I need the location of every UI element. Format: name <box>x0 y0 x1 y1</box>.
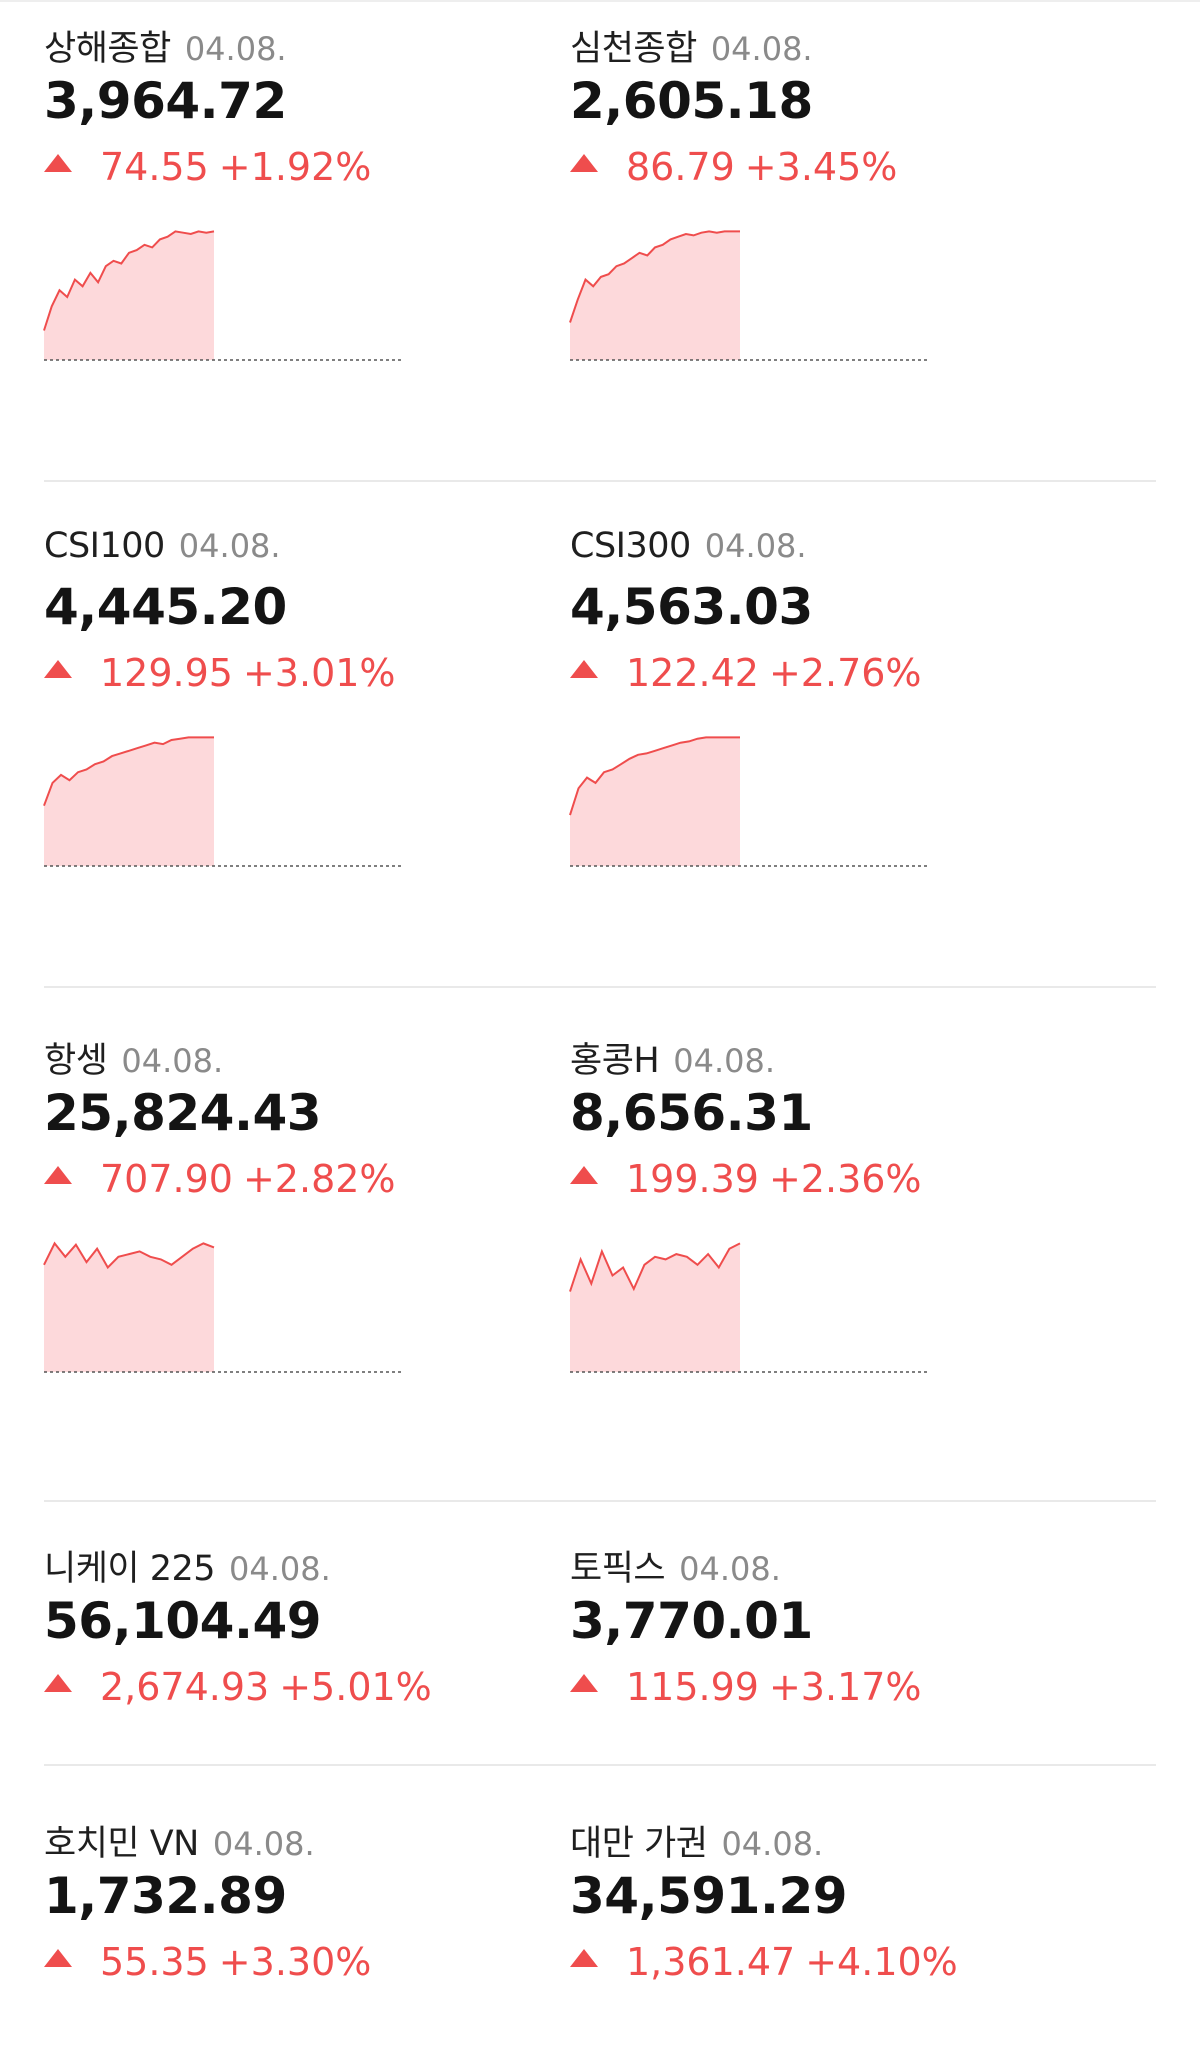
index-name: 대만 가권 <box>570 1824 708 1864</box>
sparkline-line <box>569 230 740 323</box>
sparkline-chart <box>569 1242 928 1373</box>
change-row: 115.99 +3.17% <box>570 1665 922 1709</box>
index-date: 04.08. <box>710 30 813 68</box>
change-percent: +2.82% <box>242 1157 396 1201</box>
index-date: 04.08. <box>704 527 807 565</box>
change-row: 2,674.93 +5.01% <box>44 1665 432 1709</box>
sparkline-chart <box>43 736 402 867</box>
sparkline-line <box>43 230 215 331</box>
index-value: 56,104.49 <box>44 1592 322 1650</box>
index-date: 04.08. <box>178 527 281 565</box>
up-arrow-icon <box>570 1949 598 1967</box>
index-value: 8,656.31 <box>570 1084 813 1142</box>
index-value: 2,605.18 <box>570 72 813 130</box>
index-name: 호치민 VN <box>44 1824 199 1864</box>
up-arrow-icon <box>570 660 598 678</box>
sparkline-line <box>569 736 740 816</box>
change-amount: 74.55 <box>100 145 209 189</box>
index-value: 1,732.89 <box>44 1867 287 1925</box>
sparkline-chart <box>569 736 928 867</box>
up-arrow-icon <box>570 1166 598 1184</box>
sparkline-line <box>43 736 214 807</box>
index-name: 심천종합 <box>570 29 697 69</box>
up-arrow-icon <box>44 1166 72 1184</box>
index-name: 토픽스 <box>570 1549 666 1589</box>
change-percent: +2.36% <box>768 1157 922 1201</box>
index-value: 3,964.72 <box>44 72 287 130</box>
sparkline-chart <box>43 230 402 361</box>
index-name: CSI300 <box>570 526 691 566</box>
up-arrow-icon <box>570 154 598 172</box>
index-date: 04.08. <box>679 1550 781 1588</box>
change-row: 74.55 +1.92% <box>44 145 371 189</box>
change-percent: +1.92% <box>218 145 372 189</box>
index-date: 04.08. <box>184 30 287 68</box>
index-value: 3,770.01 <box>570 1592 813 1650</box>
change-percent: +3.45% <box>744 145 898 189</box>
change-amount: 707.90 <box>100 1157 233 1201</box>
sparkline-area <box>570 737 740 866</box>
change-percent: +3.17% <box>768 1665 922 1709</box>
up-arrow-icon <box>570 1674 598 1692</box>
up-arrow-icon <box>44 154 72 172</box>
change-percent: +2.76% <box>768 651 922 695</box>
change-amount: 2,674.93 <box>100 1665 270 1709</box>
change-row: 707.90 +2.82% <box>44 1157 396 1201</box>
up-arrow-icon <box>44 660 72 678</box>
index-name: 항셍 <box>44 1041 108 1081</box>
index-date: 04.08. <box>673 1042 775 1080</box>
change-row: 1,361.47 +4.10% <box>570 1940 958 1984</box>
change-percent: +3.01% <box>242 651 396 695</box>
index-name: CSI100 <box>44 526 165 566</box>
change-percent: +5.01% <box>279 1665 432 1709</box>
row-divider <box>44 480 1156 482</box>
change-amount: 86.79 <box>626 145 735 189</box>
change-amount: 129.95 <box>100 651 233 695</box>
index-name: 니케이 225 <box>44 1549 216 1589</box>
change-amount: 115.99 <box>626 1665 759 1709</box>
index-value: 34,591.29 <box>570 1867 848 1925</box>
sparkline-area <box>570 231 740 360</box>
sparkline-line <box>43 1241 215 1270</box>
index-name: 상해종합 <box>44 29 171 69</box>
sparkline-area <box>44 1243 214 1372</box>
index-date: 04.08. <box>229 1550 331 1588</box>
index-date: 04.08. <box>721 1825 824 1863</box>
top-rule <box>0 0 1200 2</box>
change-amount: 1,361.47 <box>626 1940 796 1984</box>
row-divider <box>44 1764 1156 1766</box>
change-row: 86.79 +3.45% <box>570 145 897 189</box>
change-row: 129.95 +3.01% <box>44 651 396 695</box>
change-row: 55.35 +3.30% <box>44 1940 371 1984</box>
up-arrow-icon <box>44 1949 72 1967</box>
change-amount: 199.39 <box>626 1157 759 1201</box>
index-date: 04.08. <box>212 1825 315 1863</box>
sparkline-chart <box>43 1241 402 1373</box>
sparkline-area <box>44 231 214 360</box>
change-percent: +3.30% <box>218 1940 372 1984</box>
change-row: 122.42 +2.76% <box>570 651 922 695</box>
up-arrow-icon <box>44 1674 72 1692</box>
row-divider <box>44 1500 1156 1502</box>
index-name: 홍콩H <box>570 1041 660 1081</box>
index-value: 25,824.43 <box>44 1084 322 1142</box>
change-amount: 122.42 <box>626 651 759 695</box>
change-row: 199.39 +2.36% <box>570 1157 922 1201</box>
sparkline-line <box>569 1242 741 1292</box>
change-amount: 55.35 <box>100 1940 209 1984</box>
change-percent: +4.10% <box>805 1940 958 1984</box>
index-date: 04.08. <box>121 1042 224 1080</box>
index-value: 4,445.20 <box>44 578 287 636</box>
index-value: 4,563.03 <box>570 578 813 636</box>
row-divider <box>44 986 1156 988</box>
sparkline-chart <box>569 230 928 361</box>
sparkline-area <box>44 737 214 866</box>
